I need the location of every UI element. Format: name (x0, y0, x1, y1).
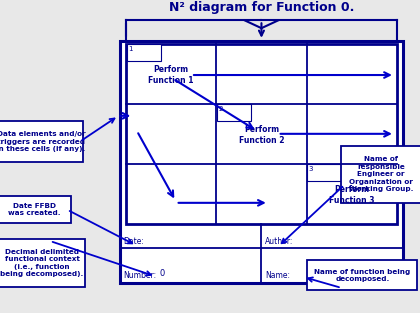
Text: Name of
responsible
Engineer or
Organization or
Working Group.: Name of responsible Engineer or Organiza… (349, 156, 413, 192)
FancyBboxPatch shape (0, 121, 83, 162)
Text: Perform
Function 2: Perform Function 2 (239, 125, 284, 146)
FancyBboxPatch shape (307, 164, 342, 181)
Text: Name:: Name: (265, 270, 290, 280)
FancyBboxPatch shape (341, 146, 420, 203)
Text: Data elements and/or
triggers are recorded
in these cells (if any).: Data elements and/or triggers are record… (0, 131, 86, 152)
FancyBboxPatch shape (0, 239, 85, 287)
Text: 0: 0 (159, 269, 164, 278)
FancyBboxPatch shape (127, 44, 161, 61)
Text: Perform
Function 1: Perform Function 1 (148, 65, 194, 85)
Text: 1: 1 (128, 46, 133, 52)
FancyBboxPatch shape (0, 196, 71, 223)
FancyBboxPatch shape (217, 105, 252, 121)
FancyBboxPatch shape (126, 44, 397, 224)
Text: Date FFBD
was created.: Date FFBD was created. (8, 203, 61, 217)
Text: Name of function being
decomposed.: Name of function being decomposed. (314, 269, 410, 282)
Text: Number:: Number: (123, 270, 156, 280)
Text: N² diagram for Function 0.: N² diagram for Function 0. (169, 1, 354, 14)
FancyBboxPatch shape (307, 260, 417, 290)
FancyBboxPatch shape (120, 41, 403, 283)
Text: Date:: Date: (123, 237, 144, 246)
Text: 3: 3 (309, 166, 313, 172)
Text: Decimal delimited
functional context
(i.e., function
being decomposed).: Decimal delimited functional context (i.… (0, 249, 84, 277)
Text: Perform
Function 3: Perform Function 3 (329, 185, 375, 205)
Text: 2: 2 (218, 106, 223, 112)
Text: Author:: Author: (265, 237, 293, 246)
